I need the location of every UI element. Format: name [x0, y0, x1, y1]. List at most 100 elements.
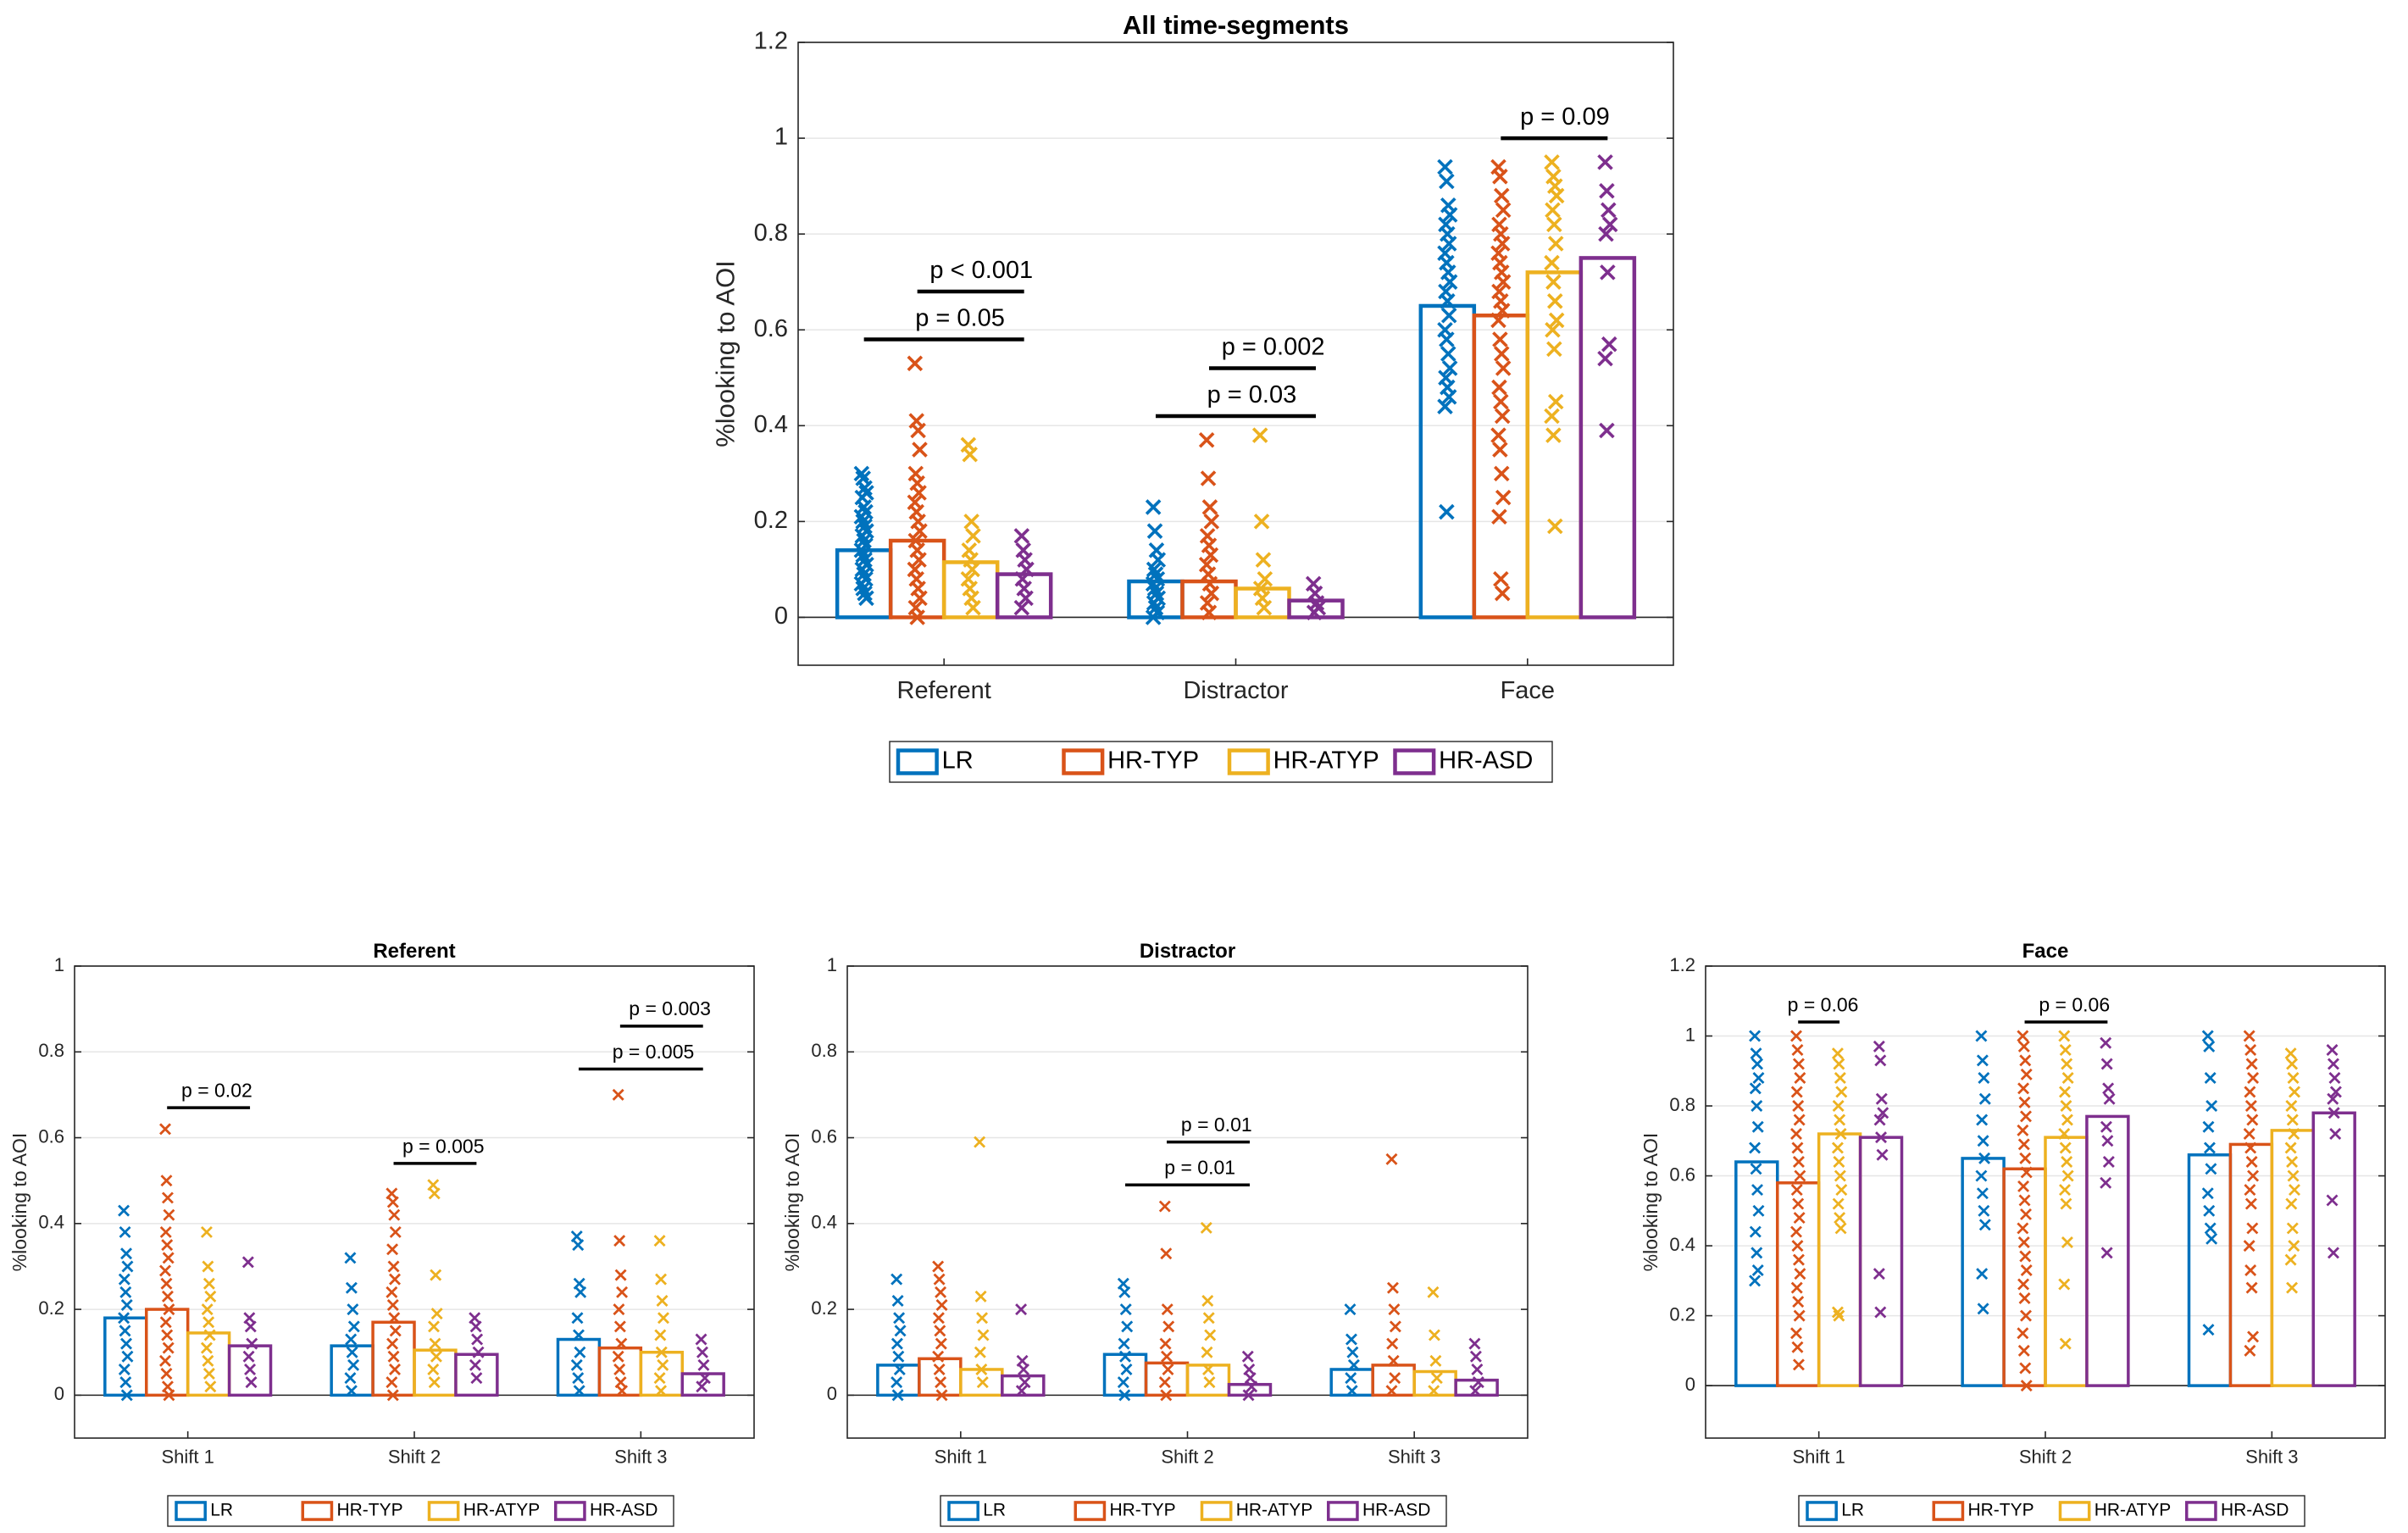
data-point — [2020, 1309, 2032, 1322]
data-point — [1794, 1169, 1806, 1182]
data-point — [2059, 1337, 2072, 1350]
data-point — [430, 1269, 442, 1281]
data-point — [2205, 1100, 2218, 1113]
data-point — [2102, 1156, 2115, 1169]
data-point — [2103, 1092, 2116, 1105]
data-point — [2247, 1072, 2260, 1085]
data-point — [1200, 470, 1217, 486]
data-point — [1493, 393, 1509, 410]
legend-label: HR-ASD — [1362, 1501, 1431, 1520]
y-tick-label: 1 — [1685, 1024, 1695, 1045]
data-point — [1493, 346, 1510, 362]
data-point — [2059, 1184, 2071, 1197]
data-point — [2061, 1156, 2073, 1169]
data-point — [1345, 1372, 1357, 1385]
data-point — [1749, 1082, 1762, 1095]
legend-label: HR-TYP — [1107, 747, 1199, 775]
data-point — [1387, 1354, 1400, 1367]
data-point — [1792, 1358, 1805, 1371]
significance-label: p = 0.06 — [1788, 993, 1859, 1015]
data-point — [347, 1320, 360, 1333]
data-point — [2327, 1058, 2339, 1070]
data-point — [1751, 1100, 1763, 1113]
data-point — [1388, 1303, 1401, 1316]
data-point — [346, 1346, 358, 1358]
data-point — [2284, 1141, 2297, 1154]
legend-box — [1798, 1495, 2305, 1527]
data-point — [910, 422, 926, 439]
data-point — [1146, 523, 1163, 539]
data-point — [161, 1191, 174, 1204]
data-point — [912, 523, 928, 539]
data-point — [1978, 1152, 1991, 1164]
data-point — [1791, 1044, 1804, 1057]
data-point — [1198, 431, 1215, 448]
data-point — [1441, 207, 1458, 223]
data-point — [1440, 307, 1457, 324]
legend-swatch-hr-atyp — [427, 1501, 460, 1521]
data-point — [472, 1346, 485, 1358]
data-point — [1834, 1169, 1846, 1182]
data-point — [469, 1358, 481, 1371]
data-point — [1494, 585, 1511, 602]
data-point — [2203, 1141, 2216, 1154]
data-point — [2244, 1264, 2257, 1276]
data-point — [388, 1312, 401, 1325]
data-point — [1792, 1253, 1805, 1266]
legend: LR HR-TYP HR-ATYP HR-ASD — [940, 1495, 1447, 1527]
data-point — [1794, 1072, 1806, 1085]
y-tick-label: 0.6 — [754, 315, 788, 342]
data-point — [389, 1273, 401, 1286]
data-point — [430, 1308, 443, 1320]
bar-hr-asd-face — [1579, 256, 1637, 619]
data-point — [2203, 1204, 2216, 1217]
legend-label: HR-TYP — [1967, 1501, 2033, 1520]
x-tick-label: Shift 1 — [161, 1447, 214, 1468]
data-point — [1159, 1337, 1172, 1350]
data-point — [1833, 1309, 1845, 1322]
data-point — [1874, 1054, 1887, 1067]
data-point — [893, 1312, 906, 1325]
data-point — [855, 580, 871, 597]
data-point — [2020, 1208, 2032, 1220]
data-point — [427, 1363, 440, 1375]
data-point — [935, 1389, 948, 1402]
data-point — [1791, 1141, 1804, 1154]
data-point — [2017, 1278, 2030, 1291]
data-point — [570, 1358, 583, 1371]
data-point — [1257, 570, 1273, 587]
legend-swatch-hr-atyp — [2058, 1501, 2091, 1521]
chart-title: All time-segments — [1123, 10, 1349, 40]
data-point — [1117, 1376, 1129, 1389]
data-point — [2059, 1044, 2072, 1057]
data-point — [615, 1337, 628, 1350]
legend-swatch-hr-atyp — [1200, 1501, 1233, 1521]
data-point — [389, 1325, 402, 1337]
data-point — [932, 1260, 945, 1273]
data-point — [2204, 1222, 2217, 1235]
data-point — [2017, 1138, 2030, 1151]
data-point — [965, 599, 981, 616]
data-point — [2244, 1344, 2256, 1357]
data-point — [1835, 1086, 1848, 1098]
data-point — [1792, 1197, 1805, 1210]
x-tick-label: Referent — [897, 677, 991, 704]
legend-swatch-hr-atyp — [1227, 748, 1270, 775]
legend: LR HR-TYP HR-ATYP HR-ASD — [889, 741, 1553, 783]
data-point — [162, 1252, 175, 1264]
y-tick-label: 1 — [774, 124, 788, 151]
data-point — [657, 1312, 669, 1325]
data-point — [2286, 1222, 2299, 1235]
legend-swatch-lr — [947, 1501, 979, 1521]
data-point — [892, 1350, 905, 1363]
data-point — [161, 1290, 174, 1302]
data-point — [935, 1376, 947, 1389]
data-point — [345, 1333, 358, 1346]
y-axis-label: %looking to AOI — [1640, 1133, 1662, 1272]
data-point — [1794, 1268, 1806, 1280]
data-point — [1146, 580, 1163, 597]
data-point — [1749, 1275, 1762, 1287]
data-point — [2286, 1156, 2299, 1169]
data-point — [1494, 408, 1511, 425]
data-point — [159, 1354, 171, 1367]
